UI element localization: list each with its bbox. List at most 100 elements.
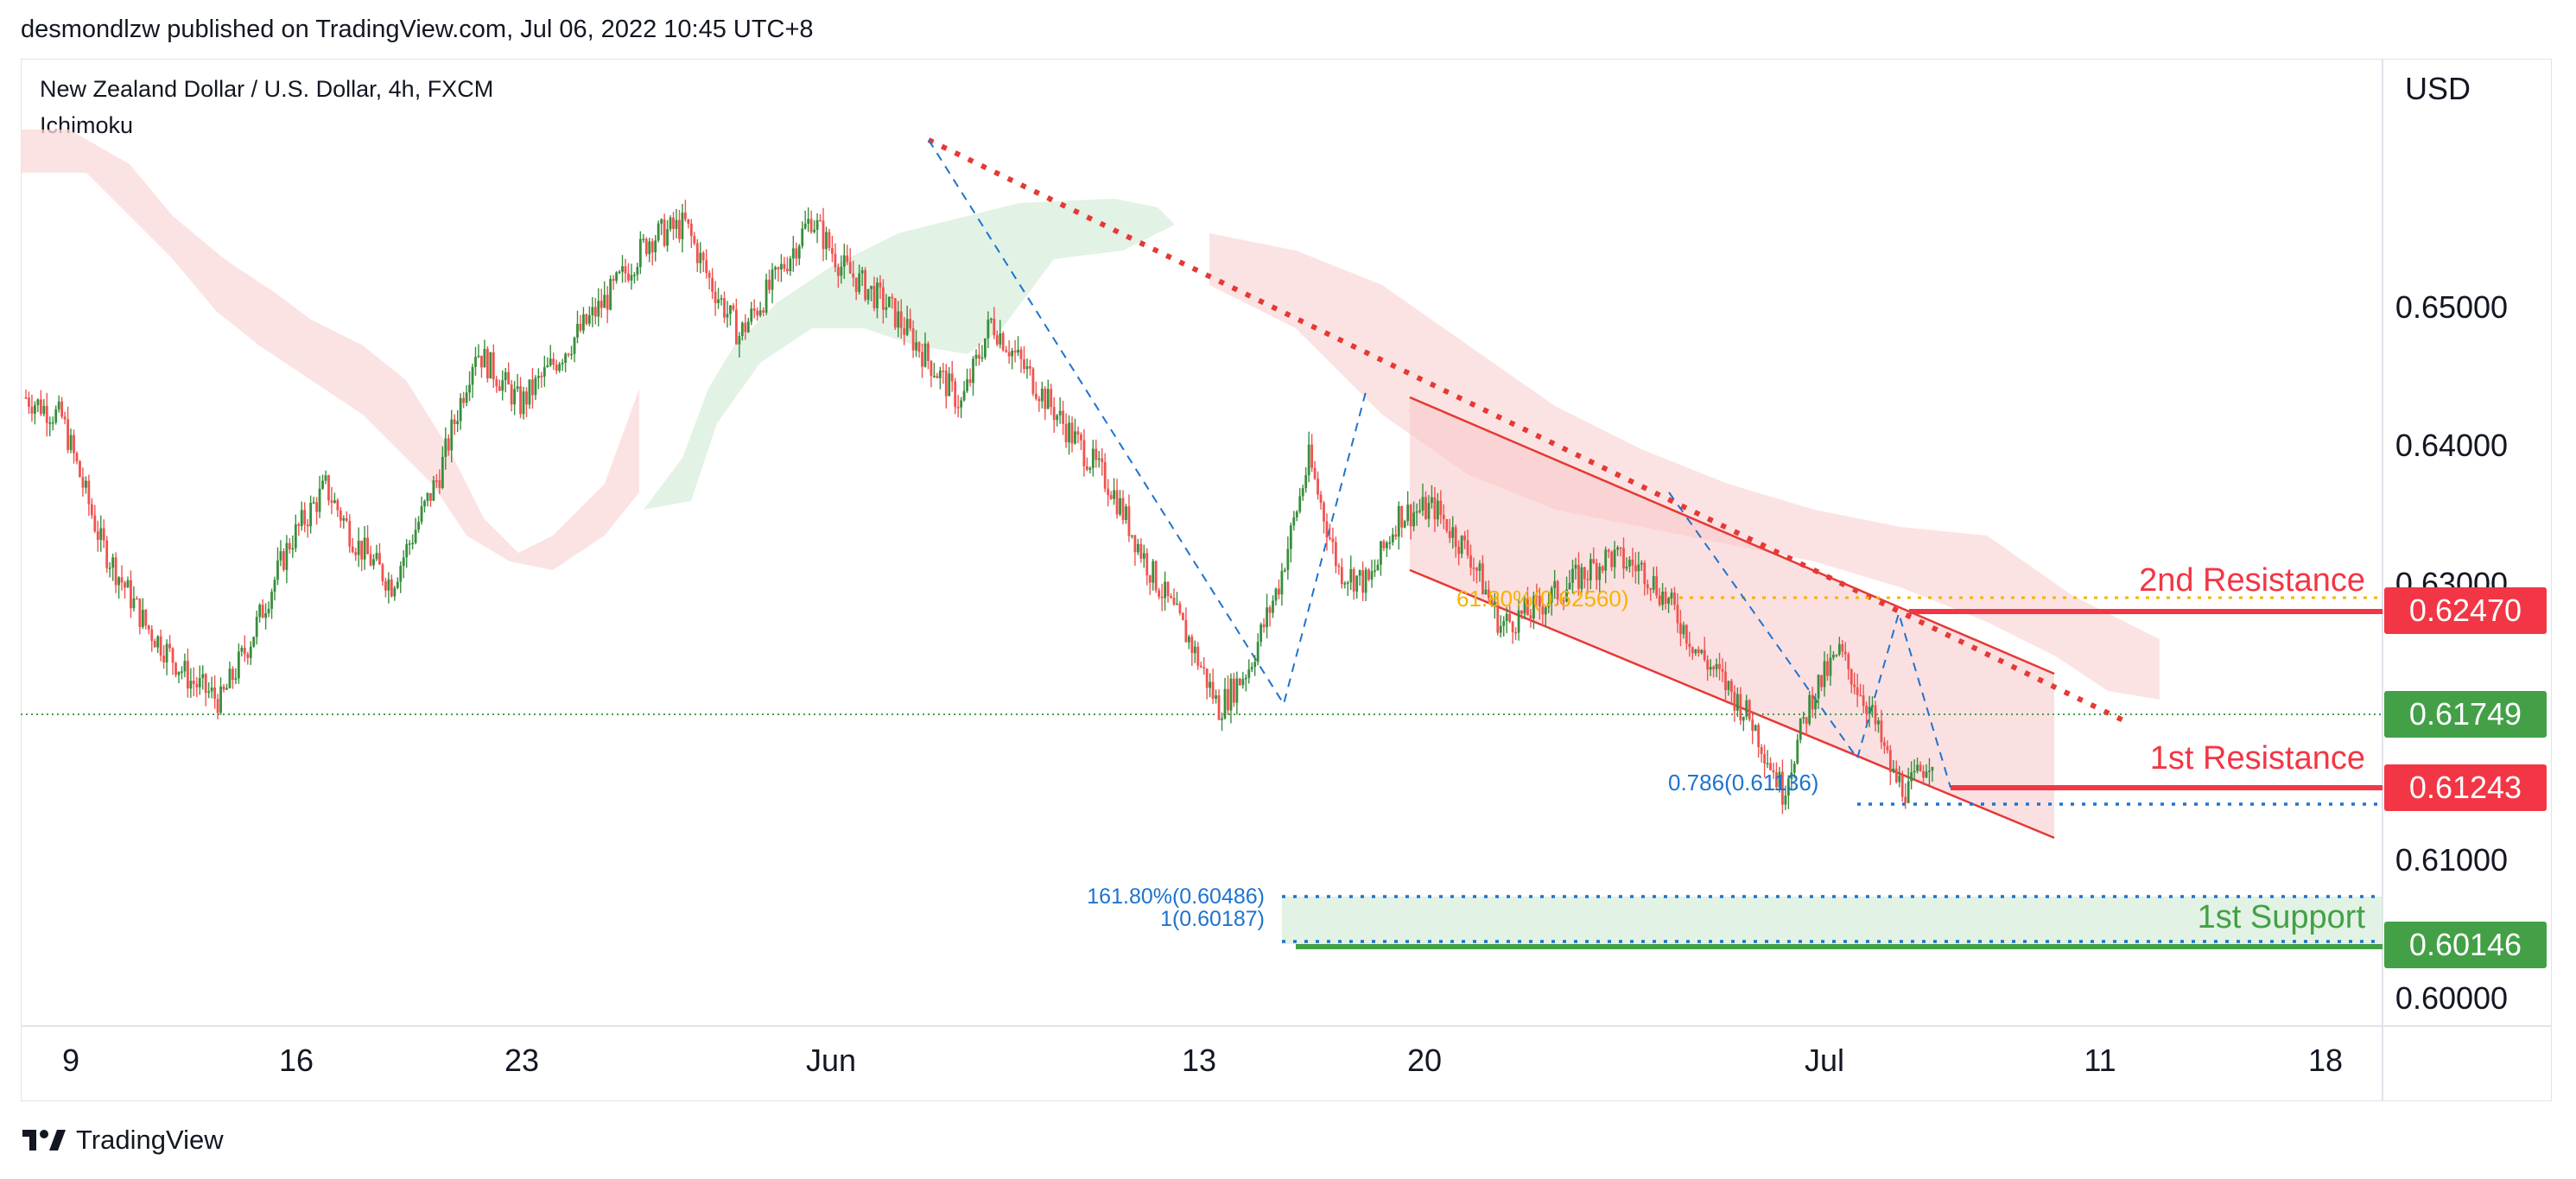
candle-bearish [1205,669,1209,688]
candle-bearish [1894,768,1898,783]
candle-bearish [1278,588,1280,595]
candle-bearish [1013,350,1017,353]
x-tick-label: Jul [1805,1043,1844,1078]
candle-bearish [1019,349,1023,359]
time-axis[interactable]: 9 16 23 Jun 13 20 Jul 11 18 [62,1043,2343,1078]
candle-bearish [1856,687,1859,695]
candle-bearish [1820,675,1823,688]
candle-bullish [1011,350,1014,357]
candle-bullish [633,275,636,276]
candle-bearish [1448,530,1451,538]
candle-bearish [1029,366,1031,369]
candle-bearish [1101,458,1104,463]
candle-bearish [678,219,681,239]
candle-bearish [1233,678,1235,703]
candle-bearish [893,298,897,328]
candle-bullish [534,377,537,396]
price-tag-first-resistance: 0.61243 [2384,764,2547,811]
price-axis[interactable]: 0.650000.640000.630000.620000.610000.600… [2395,289,2508,1016]
candle-bearish [1703,650,1706,660]
candle-bearish [1577,565,1580,589]
candle-bullish [789,258,792,272]
candle-bullish [603,295,606,308]
candle-bullish [1119,498,1121,515]
candle-bearish [1482,563,1484,594]
candle-bullish [1907,781,1910,803]
candle-bearish [75,453,79,462]
candle-bullish [1484,589,1488,594]
candle-bullish [1547,602,1551,608]
candle-bullish [905,319,909,335]
candle-bullish [399,566,403,582]
candle-bearish [1310,444,1314,468]
candle-bullish [825,231,828,250]
candle-bearish [1535,595,1539,598]
candle-bearish [1712,667,1716,669]
candle-bullish [815,219,819,231]
candle-bearish [1862,695,1865,707]
candle-bullish [1209,681,1212,688]
candle-bearish [600,301,603,308]
candle-bullish [885,307,888,310]
candle-bullish [1778,771,1781,788]
candle-bearish [1739,694,1742,721]
candle-bullish [516,386,519,390]
candle-bullish [432,480,435,501]
candle-bullish [1056,415,1059,421]
candle-bearish [1826,661,1829,676]
candle-bullish [1754,725,1757,732]
candle-bearish [1730,681,1733,693]
tradingview-logo[interactable]: TradingView [21,1125,224,1156]
candle-bearish [96,531,99,541]
candle-bearish [1781,771,1784,805]
candle-bearish [138,599,142,627]
candle-bullish [989,318,993,320]
candle-bullish [1709,667,1712,670]
candle-bullish [1286,548,1290,570]
candle-bullish [897,311,900,328]
candle-bearish [1154,561,1158,591]
candle-bearish [1034,393,1037,399]
candle-bearish [732,305,735,310]
candle-bearish [1748,700,1751,719]
candle-bearish [744,322,747,333]
candle-bullish [108,567,111,569]
x-tick-label: Jun [806,1043,856,1078]
candle-bullish [228,669,232,688]
candle-bearish [1202,667,1206,669]
candle-bullish [1544,607,1547,615]
candle-bullish [1074,431,1076,444]
price-tag-first-resistance-value: 0.61243 [2409,770,2522,805]
candle-bullish [960,400,963,408]
candle-bullish [181,671,183,673]
candle-bullish [1259,624,1263,643]
price-tag-current: 0.61749 [2384,691,2547,738]
candle-bearish [93,515,97,532]
candle-bullish [1193,646,1196,654]
candle-bearish [1145,553,1149,576]
candle-bearish [1685,624,1688,644]
candle-bullish [1355,575,1359,592]
price-tag-current-value: 0.61749 [2409,696,2522,732]
candle-bearish [1334,542,1337,567]
candle-bullish [1253,662,1257,668]
candle-bullish [564,353,567,363]
candle-bearish [390,579,393,597]
candle-bullish [1505,613,1508,622]
chart-frame[interactable] [21,59,2552,1101]
candle-bullish [636,267,639,276]
candle-bullish [1374,570,1376,572]
candle-bullish [1088,467,1092,470]
candle-bullish [165,643,168,662]
candle-bullish [780,263,783,269]
support-zone [1282,897,2382,944]
symbol-title[interactable]: New Zealand Dollar / U.S. Dollar, 4h, FX… [40,76,494,102]
candle-bullish [974,354,978,359]
candle-bearish [28,397,30,408]
candle-bullish [363,537,366,560]
candle-bearish [995,335,999,345]
candle-bearish [495,379,498,387]
candle-bearish [130,580,132,609]
candle-bullish [542,367,546,377]
